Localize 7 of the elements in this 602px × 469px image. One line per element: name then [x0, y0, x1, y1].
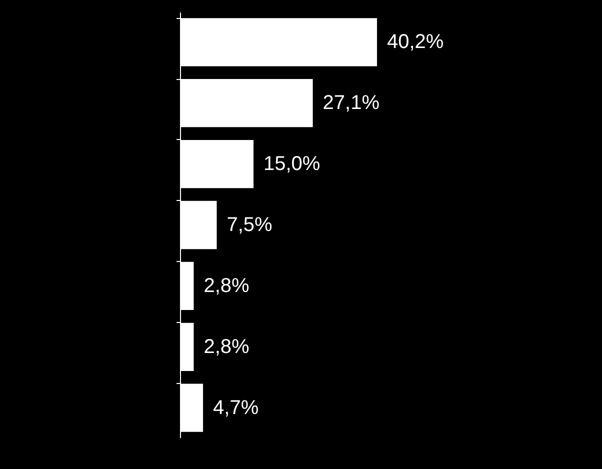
data-label: 7,5% — [226, 214, 273, 236]
data-label: 2,8% — [204, 336, 250, 358]
data-label: 15,0% — [264, 153, 320, 176]
data-label: 2,8% — [204, 274, 250, 297]
data-label: 27,1% — [322, 92, 380, 114]
data-label: 40,2% — [387, 31, 444, 54]
data-label: 4,7% — [213, 396, 259, 419]
